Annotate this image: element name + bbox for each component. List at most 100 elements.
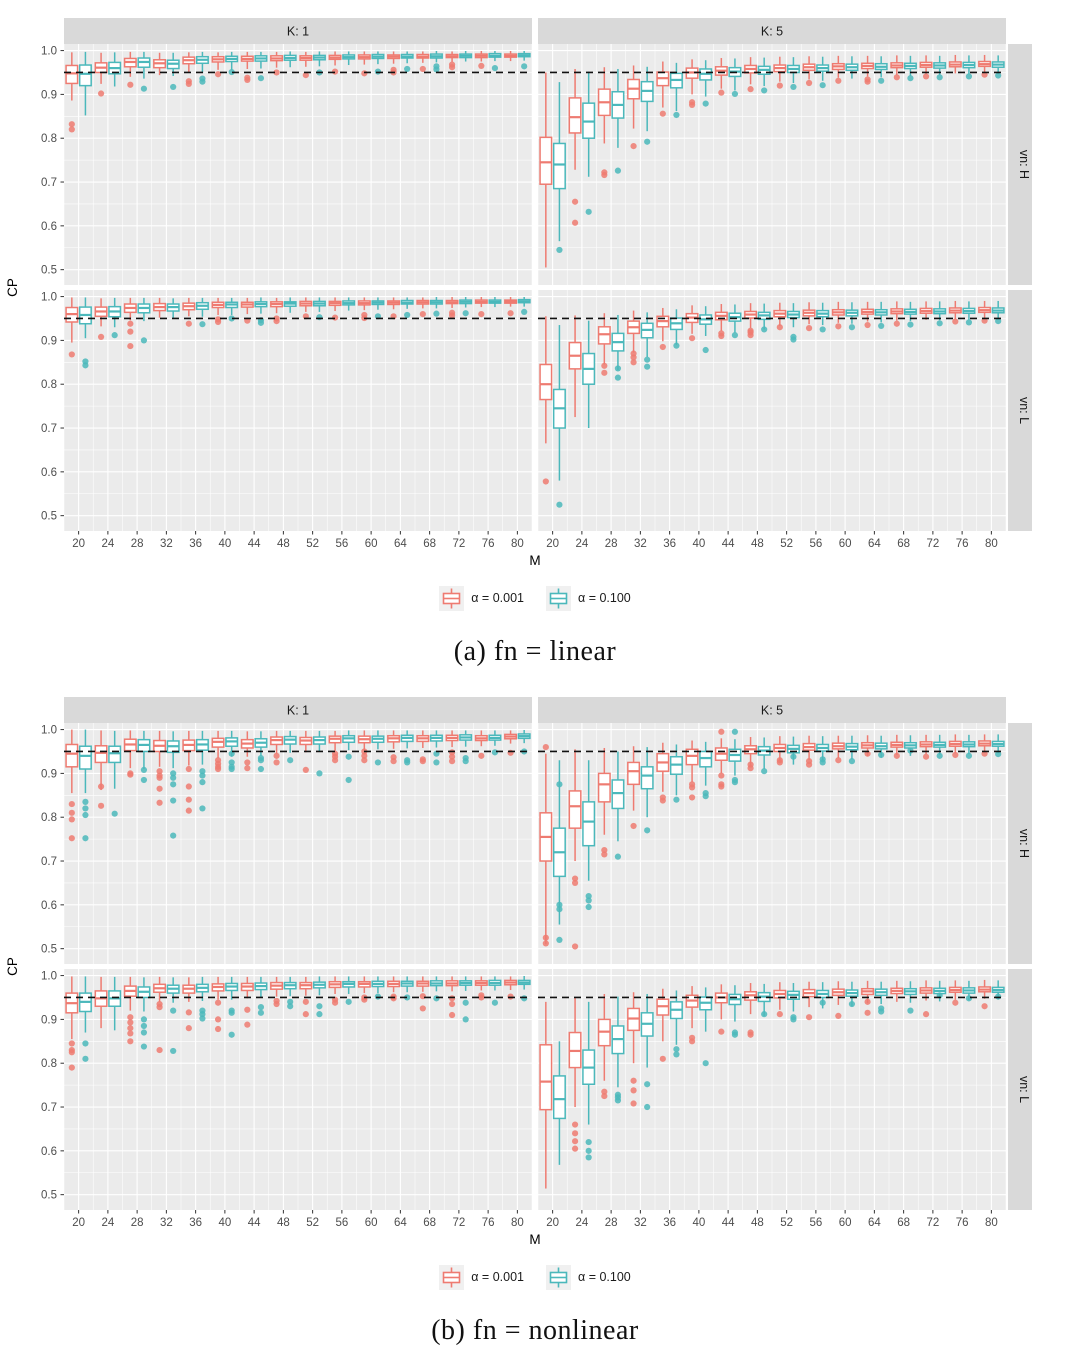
outlier-point [82,805,89,812]
outlier-point [790,1016,797,1023]
outlier-point [170,1047,177,1055]
y-tick-label: 0.9 [41,1014,57,1026]
box-a100-M48 [757,57,771,94]
outlier-point [199,1015,206,1022]
box-a100-M68 [903,55,917,82]
box-a100-M24 [582,760,596,911]
box-a100-M40 [225,730,239,773]
outlier-point [390,995,397,1002]
x-tick-label: 64 [868,538,881,550]
outlier-point [345,776,352,784]
box-a001-M32 [627,746,641,830]
x-tick-label: 56 [335,538,348,550]
box-a100-M80 [991,734,1005,758]
box-a001-M36 [182,730,196,814]
box-a001-M48 [744,737,758,772]
box-a100-M76 [488,297,502,308]
outlier-point [747,332,754,339]
y-tick-label: 0.5 [41,265,57,277]
outlier-point [273,1000,280,1008]
outlier-point [819,326,826,333]
box-a100-M24 [582,71,596,215]
y-tick-label: 1.0 [41,46,57,58]
outlier-point [257,75,265,82]
x-tick-label: 20 [546,1217,559,1229]
outlier-point [848,324,856,331]
box-a100-M64 [400,730,414,766]
y-tick-label: 0.9 [41,768,57,780]
outlier-point [361,757,368,764]
figure-a: K: 1 K: 5 vn: H vn: L 1.0 0.9 0.8 0.7 0.6 0.5 1… [0,6,1070,675]
outlier-point [257,757,265,764]
box-a100-M68 [903,981,917,1014]
outlier-point [673,796,680,803]
box-a100-M68 [429,730,443,766]
box-a100-M64 [400,51,414,73]
box-a100-M44 [728,728,742,786]
box-a100-M28 [137,51,151,92]
box-a100-M32 [640,747,654,834]
outlier-point [585,208,592,215]
outlier-point [287,757,294,764]
x-tick-label: 36 [189,538,202,550]
outlier-point [688,794,696,801]
box-a100-M24 [108,52,122,87]
outlier-point [542,744,549,751]
y-tick-label: 0.5 [41,944,57,956]
outlier-point [747,86,754,93]
svg-text:vn: L: vn: L [1017,1076,1031,1103]
box-a001-M80 [504,976,518,1000]
box-a001-M20 [539,316,553,485]
outlier-point [127,771,134,778]
outlier-point [601,369,608,376]
box-a100-M76 [962,301,976,326]
box-a001-M44 [240,731,254,772]
x-tick-label: 64 [868,1217,881,1229]
box-a100-M68 [429,51,443,73]
box-a001-M24 [94,298,108,340]
box-a001-M32 [627,310,641,366]
outlier-point [244,765,251,772]
outlier-point [214,71,222,78]
box-a100-M40 [699,987,713,1067]
box-a100-M48 [283,51,297,68]
box-a001-M52 [773,302,787,331]
outlier-point [462,310,469,317]
svg-text:vn: L: vn: L [1017,397,1031,424]
outlier-point [127,1014,134,1021]
outlier-point [127,1025,134,1032]
outlier-point [965,995,973,1002]
outlier-point [936,752,943,759]
box-a100-M76 [488,51,502,72]
outlier-point [702,346,709,354]
outlier-point [433,66,440,73]
outlier-point [601,1092,608,1100]
outlier-point [140,1043,148,1050]
box-a100-M56 [342,297,356,311]
box-a100-M28 [137,977,151,1050]
box-a100-M40 [699,60,713,107]
box-a001-M44 [714,304,728,340]
box-a100-M44 [254,51,268,82]
outlier-point [273,69,280,76]
panel-2 [63,290,533,531]
box-a100-M60 [845,735,859,765]
x-tick-label: 52 [780,1217,793,1229]
outlier-point [127,342,134,350]
box-a100-M52 [786,736,800,765]
outlier-point [140,337,148,344]
box-a001-M68 [890,55,904,81]
outlier-point [228,765,235,773]
outlier-point [68,809,75,816]
outlier-point [893,74,900,81]
outlier-point [433,995,440,1002]
outlier-point [601,362,608,369]
box-a001-M76 [474,730,488,759]
outlier-point [819,82,826,89]
box-a001-M20 [539,72,553,268]
outlier-point [521,995,528,1002]
outlier-point [731,90,739,98]
x-tick-label: 80 [511,1217,524,1229]
outlier-point [68,121,75,128]
outlier-point [433,759,440,766]
